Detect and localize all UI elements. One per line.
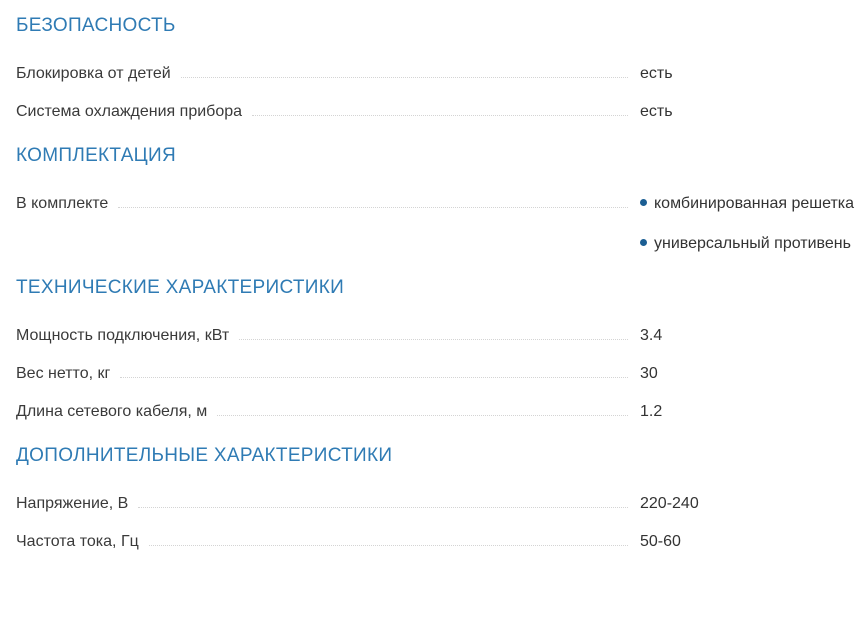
spec-row: Система охлаждения прибора есть — [16, 103, 855, 120]
section-title: БЕЗОПАСНОСТЬ — [16, 15, 176, 36]
dotted-leader — [118, 207, 628, 208]
section-additional: ДОПОЛНИТЕЛЬНЫЕ ХАРАКТЕРИСТИКИ Напряжение… — [16, 444, 855, 550]
spec-value: 220-240 — [640, 495, 699, 512]
dotted-leader — [239, 339, 628, 340]
section-technical: ТЕХНИЧЕСКИЕ ХАРАКТЕРИСТИКИ Мощность подк… — [16, 276, 855, 420]
list-item-text: комбинированная решетка — [654, 195, 855, 212]
bullet-icon — [640, 199, 647, 206]
spec-value: 1.2 — [640, 403, 663, 420]
spec-row: Длина сетевого кабеля, м 1.2 — [16, 403, 855, 420]
spec-row: Частота тока, Гц 50-60 — [16, 533, 855, 550]
spec-label: Напряжение, В — [16, 495, 129, 512]
spec-value: есть — [640, 65, 673, 82]
spec-row: Напряжение, В 220-240 — [16, 495, 855, 512]
list-item-text: универсальный противень — [654, 235, 851, 252]
spec-value-list: комбинированная решетка универсальный пр… — [640, 195, 855, 252]
dotted-leader — [252, 115, 628, 116]
spec-label: Длина сетевого кабеля, м — [16, 403, 208, 420]
spec-value: 50-60 — [640, 533, 681, 550]
dotted-leader — [217, 415, 628, 416]
dotted-leader — [120, 377, 628, 378]
dotted-leader — [180, 77, 628, 78]
spec-label: Частота тока, Гц — [16, 533, 139, 550]
product-specs-page: БЕЗОПАСНОСТЬ Блокировка от детей есть Си… — [16, 14, 855, 550]
spec-value: 30 — [640, 365, 658, 382]
section-package: КОМПЛЕКТАЦИЯ В комплекте комбинированная… — [16, 144, 855, 252]
section-title: КОМПЛЕКТАЦИЯ — [16, 145, 177, 166]
spec-value: 3.4 — [640, 327, 663, 344]
spec-value: есть — [640, 103, 673, 120]
list-item: универсальный противень — [640, 235, 855, 252]
spec-label: В комплекте — [16, 195, 109, 212]
bullet-icon — [640, 239, 647, 246]
spec-row: Вес нетто, кг 30 — [16, 365, 855, 382]
spec-row: Блокировка от детей есть — [16, 65, 855, 82]
list-item: комбинированная решетка — [640, 195, 855, 212]
section-title: ДОПОЛНИТЕЛЬНЫЕ ХАРАКТЕРИСТИКИ — [16, 445, 393, 466]
spec-label: Мощность подключения, кВт — [16, 327, 230, 344]
section-safety: БЕЗОПАСНОСТЬ Блокировка от детей есть Си… — [16, 14, 855, 120]
spec-label: Вес нетто, кг — [16, 365, 111, 382]
dotted-leader — [148, 545, 628, 546]
spec-label: Блокировка от детей — [16, 65, 171, 82]
spec-row: Мощность подключения, кВт 3.4 — [16, 327, 855, 344]
dotted-leader — [138, 507, 628, 508]
section-title: ТЕХНИЧЕСКИЕ ХАРАКТЕРИСТИКИ — [16, 277, 345, 298]
spec-row: В комплекте комбинированная решетка унив… — [16, 195, 855, 252]
spec-label: Система охлаждения прибора — [16, 103, 243, 120]
